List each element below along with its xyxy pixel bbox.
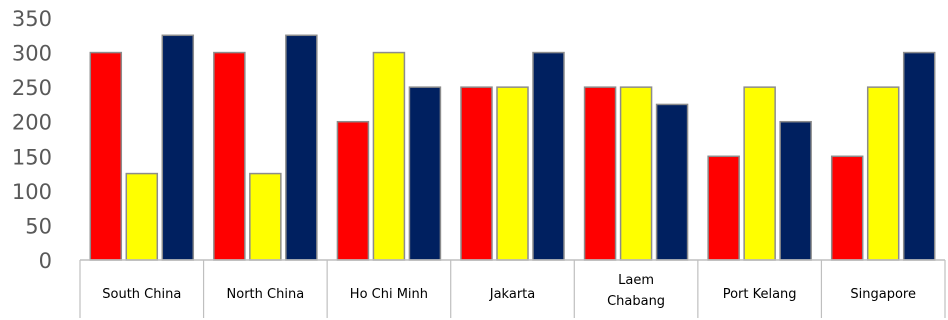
x-tick-label: Port Kelang xyxy=(723,287,797,302)
bar xyxy=(89,51,123,261)
x-tick-label: Singapore xyxy=(850,287,916,302)
y-tick-label: 150 xyxy=(12,145,52,169)
bar xyxy=(743,86,776,261)
bar xyxy=(532,51,565,261)
x-tick-label: North China xyxy=(227,287,305,302)
x-tick-label: South China xyxy=(102,287,181,302)
x-axis-tick-labels: South China North China Ho Chi Minh Jakarta… xyxy=(102,273,916,309)
bar xyxy=(285,34,318,261)
bar xyxy=(372,51,406,261)
bar xyxy=(249,172,282,261)
bar xyxy=(496,86,529,261)
bar xyxy=(902,51,936,261)
y-tick-label: 250 xyxy=(12,76,52,100)
x-axis xyxy=(79,259,946,318)
bar xyxy=(866,86,900,261)
bars-layer xyxy=(89,34,936,261)
bar xyxy=(779,120,812,261)
y-axis-tick-labels: 0 50 100 150 200 250 300 350 xyxy=(12,7,52,273)
bar xyxy=(460,86,493,261)
y-tick-label: 50 xyxy=(25,214,52,238)
y-tick-label: 300 xyxy=(12,42,52,66)
x-tick-label: Jakarta xyxy=(489,287,535,302)
bar xyxy=(336,120,370,261)
bar xyxy=(619,86,653,261)
x-tick-label: Ho Chi Minh xyxy=(350,287,428,302)
bar xyxy=(213,51,246,261)
bar xyxy=(707,155,740,261)
bar xyxy=(655,103,689,261)
bar xyxy=(125,172,159,261)
bar xyxy=(583,86,617,261)
bar xyxy=(161,34,195,261)
y-tick-label: 100 xyxy=(12,180,52,204)
y-tick-label: 0 xyxy=(39,249,52,273)
x-tick-label: Laem Chabang xyxy=(607,273,665,309)
bar xyxy=(408,86,442,261)
bar xyxy=(830,155,864,261)
y-tick-label: 200 xyxy=(12,111,52,135)
y-tick-label: 350 xyxy=(12,7,52,31)
